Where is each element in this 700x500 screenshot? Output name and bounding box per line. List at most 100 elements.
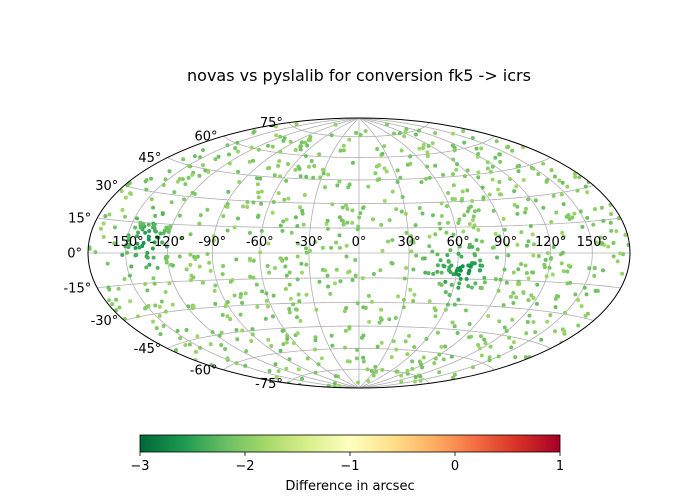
scatter-point: [248, 274, 253, 279]
scatter-point: [466, 284, 471, 289]
scatter-point: [293, 307, 298, 312]
scatter-point: [241, 204, 246, 209]
scatter-point: [476, 175, 481, 180]
scatter-point: [472, 209, 477, 214]
scatter-point: [412, 379, 417, 384]
scatter-point: [288, 139, 293, 144]
scatter-point: [346, 270, 351, 275]
scatter-point: [227, 161, 232, 166]
scatter-point: [361, 355, 366, 360]
scatter-point: [188, 232, 193, 237]
scatter-point: [101, 221, 106, 226]
scatter-point: [294, 315, 299, 320]
scatter-point: [382, 166, 387, 171]
scatter-point: [476, 151, 481, 156]
scatter-point: [447, 292, 452, 297]
scatter-point: [328, 291, 333, 296]
scatter-point: [435, 263, 440, 268]
scatter-point: [353, 273, 358, 278]
scatter-point: [295, 223, 300, 228]
scatter-point: [504, 328, 509, 333]
scatter-point: [498, 159, 503, 164]
scatter-point: [358, 132, 363, 137]
scatter-point: [293, 215, 298, 220]
latitude-tick-label: 75°: [260, 116, 283, 131]
scatter-point: [390, 189, 395, 194]
scatter-point: [184, 328, 189, 333]
scatter-point: [172, 190, 177, 195]
scatter-point: [338, 279, 343, 284]
scatter-point: [448, 248, 453, 253]
scatter-point: [169, 200, 174, 205]
scatter-point: [305, 356, 310, 361]
scatter-point: [333, 122, 338, 127]
scatter-point: [516, 169, 521, 174]
scatter-point: [232, 225, 237, 230]
scatter-point: [479, 146, 484, 151]
scatter-point: [309, 158, 314, 163]
scatter-point: [93, 250, 98, 255]
scatter-point: [145, 288, 150, 293]
scatter-point: [140, 221, 145, 226]
scatter-point: [355, 227, 360, 232]
scatter-point: [618, 251, 623, 256]
scatter-point: [138, 225, 143, 230]
scatter-point: [560, 230, 565, 235]
scatter-point: [186, 304, 191, 309]
scatter-point: [511, 290, 516, 295]
scatter-point: [592, 266, 597, 271]
scatter-point: [565, 269, 570, 274]
scatter-point: [443, 279, 448, 284]
scatter-point: [424, 337, 429, 342]
scatter-point: [317, 152, 322, 157]
scatter-point: [147, 229, 152, 234]
scatter-point: [313, 338, 318, 343]
scatter-point: [490, 164, 495, 169]
scatter-point: [334, 267, 339, 272]
scatter-point: [259, 201, 264, 206]
scatter-point: [155, 265, 160, 270]
longitude-tick-label: -150°: [108, 235, 144, 250]
scatter-point: [291, 341, 296, 346]
scatter-point: [282, 197, 287, 202]
parallel-line: [97, 277, 621, 289]
scatter-point: [170, 302, 175, 307]
scatter-point: [152, 222, 157, 227]
scatter-point: [284, 256, 289, 261]
scatter-point: [206, 169, 211, 174]
scatter-point: [563, 310, 568, 315]
longitude-tick-label: -60°: [246, 235, 274, 250]
scatter-point: [475, 247, 480, 252]
scatter-point: [529, 165, 534, 170]
scatter-point: [573, 292, 578, 297]
scatter-point: [521, 290, 526, 295]
scatter-point: [460, 189, 465, 194]
scatter-point: [529, 293, 534, 298]
scatter-point: [441, 172, 446, 177]
scatter-point: [418, 374, 423, 379]
scatter-point: [410, 359, 415, 364]
scatter-point: [446, 220, 451, 225]
scatter-point: [153, 213, 158, 218]
scatter-point: [413, 132, 418, 137]
scatter-point: [154, 235, 159, 240]
scatter-point: [265, 264, 270, 269]
scatter-point: [163, 290, 168, 295]
scatter-point: [456, 297, 461, 302]
scatter-point: [439, 270, 444, 275]
scatter-point: [585, 190, 590, 195]
scatter-point: [198, 213, 203, 218]
scatter-point: [561, 234, 566, 239]
scatter-point: [408, 234, 413, 239]
scatter-point: [221, 264, 226, 269]
scatter-point: [391, 131, 396, 136]
scatter-point: [510, 148, 515, 153]
scatter-point: [544, 274, 549, 279]
scatter-point: [401, 305, 406, 310]
scatter-point: [464, 277, 469, 282]
scatter-point: [402, 134, 407, 139]
scatter-point: [514, 295, 519, 300]
scatter-point: [285, 333, 290, 338]
scatter-point: [566, 263, 571, 268]
parallel-line: [223, 135, 495, 158]
